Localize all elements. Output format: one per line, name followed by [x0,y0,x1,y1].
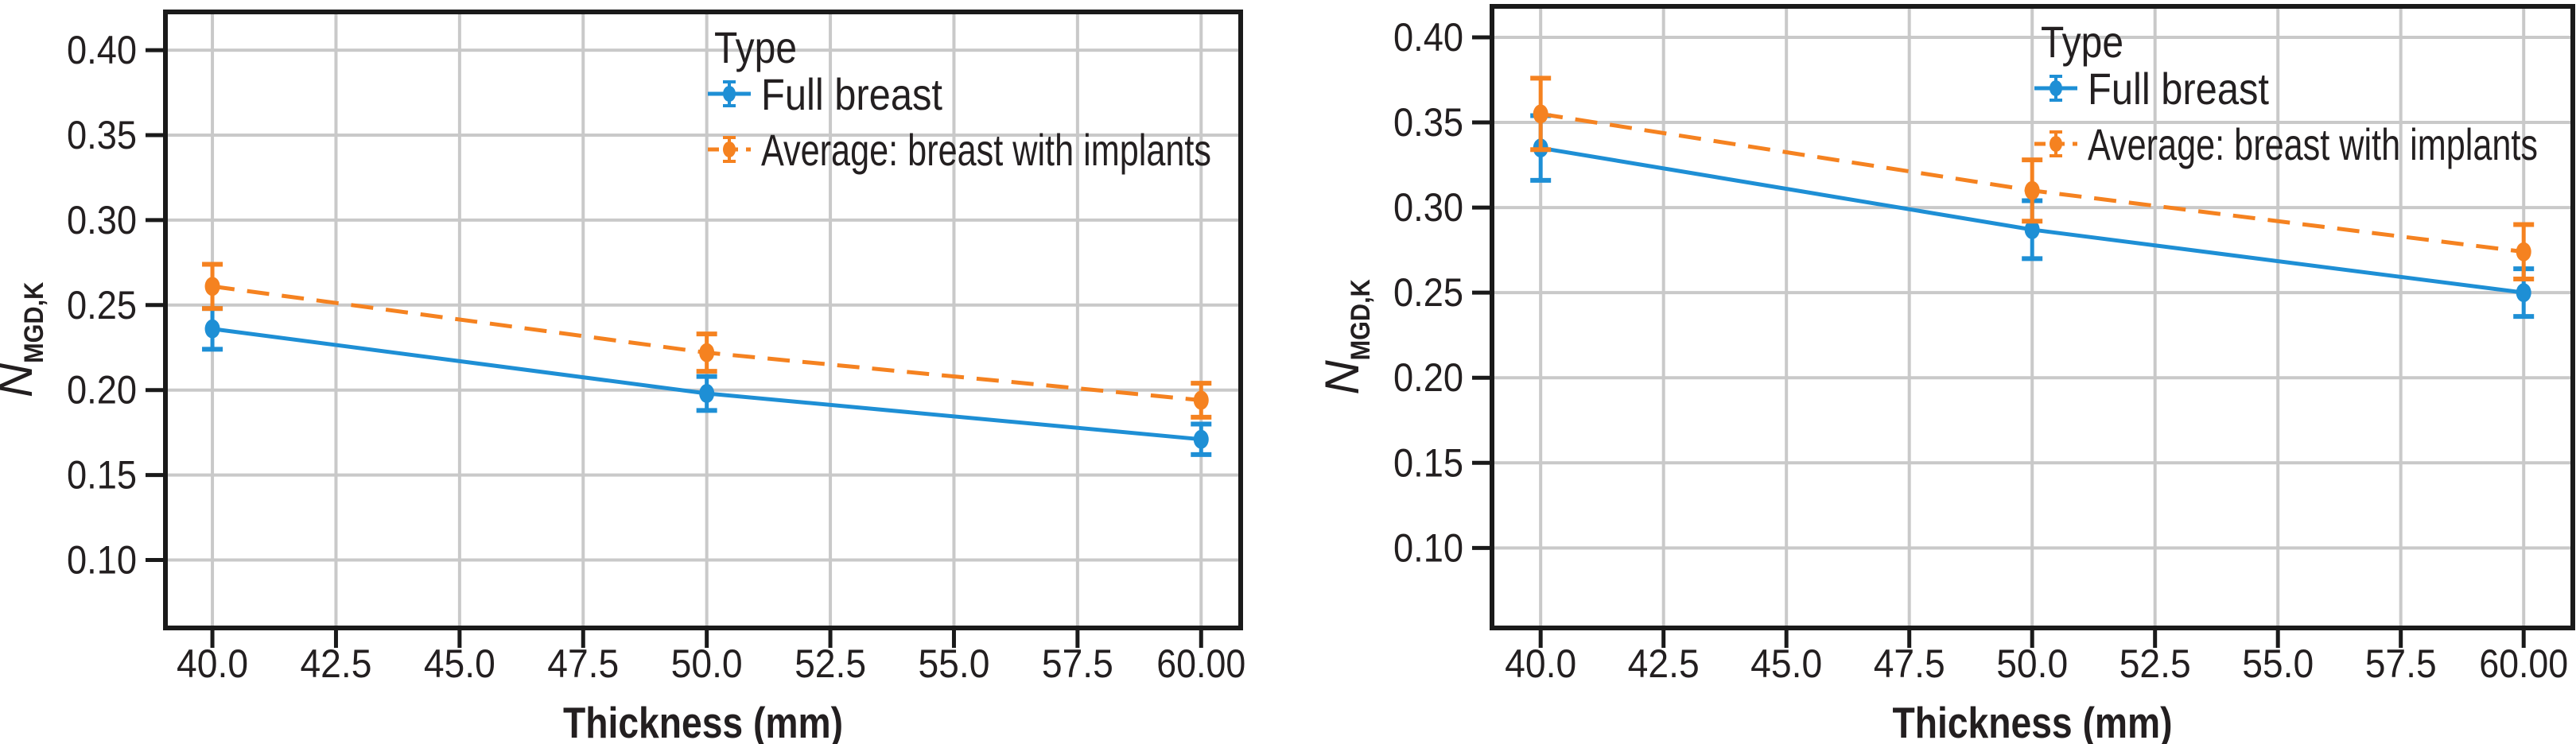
y-tick-label: 0.35 [67,113,137,157]
x-tick-label: 57.5 [2365,641,2437,686]
data-point-marker [699,383,715,403]
legend-marker [2050,136,2062,152]
series-breast-with-implants [1530,76,2535,282]
x-tick-label: 50.0 [1996,641,2068,686]
legend-label: Full breast [2088,64,2269,114]
x-tick-label: 52.5 [2119,641,2191,686]
x-tick-label: 52.5 [795,641,866,686]
x-tick-label: 55.0 [918,641,989,686]
legend-marker [723,86,736,102]
data-point-marker [699,343,715,362]
y-tick-label: 0.20 [1393,355,1463,400]
legend-entry: Average: breast with implants [2034,119,2538,169]
data-point-marker [204,277,220,296]
data-point-marker [1193,429,1209,449]
x-tick-label: 57.5 [1042,641,1113,686]
x-tick-label: 42.5 [300,641,371,686]
y-tick-label: 0.30 [67,198,137,242]
y-tick-label: 0.15 [1393,440,1463,485]
data-point-marker [2024,219,2040,239]
chart-panel-left: 40.0 42.5 45.0 47.5 50.0 52.5 55.0 57.5 60.00 0.4… [0,10,1245,744]
legend-label: Average: breast with implants [761,125,1211,175]
data-point-marker [204,319,220,339]
legend-title: Type [2041,17,2123,67]
y-tick-label: 0.30 [1393,185,1463,230]
legend-label: Average: breast with implants [2088,119,2538,169]
x-tick-label: 47.5 [1874,641,1945,686]
plot-border [163,10,1243,630]
y-tick-label: 0.10 [67,537,137,582]
x-tick-label: 55.0 [2242,641,2314,686]
x-tick-label: 47.5 [547,641,619,686]
data-point-marker [2024,180,2040,200]
x-tick-label: 40.0 [177,641,248,686]
y-tick-label: 0.35 [1393,100,1463,145]
y-tick-label: 0.25 [1393,270,1463,315]
legend-entry: Full breast [708,69,942,119]
x-tick-label: 42.5 [1628,641,1700,686]
plot-border [1490,4,2575,630]
legend-title: Type [714,22,797,72]
y-axis-title: NMGD,K [0,281,49,397]
data-point-marker [1533,104,1548,124]
x-axis-title: Thickness (mm) [1893,698,2173,744]
y-tick-label: 0.15 [67,453,137,498]
chart-panel-right: 40.0 42.5 45.0 47.5 50.0 52.5 55.0 57.5 60.00 0.4… [1315,4,2575,744]
legend-entry: Full breast [2034,64,2269,114]
y-tick-label: 0.20 [67,368,137,413]
x-tick-label: 60.00 [2479,641,2568,686]
x-tick-label: 45.0 [1750,641,1822,686]
x-tick-label: 60.00 [1156,641,1245,686]
x-tick-label: 40.0 [1505,641,1576,686]
y-axis-title: NMGD,K [1315,279,1376,395]
data-point-marker [2516,283,2531,303]
series-breast-with-implants [202,262,1212,420]
data-point-marker [1193,390,1209,410]
x-axis-title: Thickness (mm) [563,698,843,744]
legend-marker [723,141,736,157]
legend-marker [2050,80,2062,96]
data-point-marker [2516,242,2531,262]
y-tick-label: 0.40 [1393,15,1463,60]
y-tick-label: 0.10 [1393,525,1463,570]
x-tick-label: 50.0 [671,641,743,686]
x-tick-label: 45.0 [424,641,495,686]
legend-entry: Average: breast with implants [708,125,1211,175]
y-tick-label: 0.25 [67,283,137,327]
legend-label: Full breast [761,69,942,119]
y-tick-label: 0.40 [67,28,137,72]
